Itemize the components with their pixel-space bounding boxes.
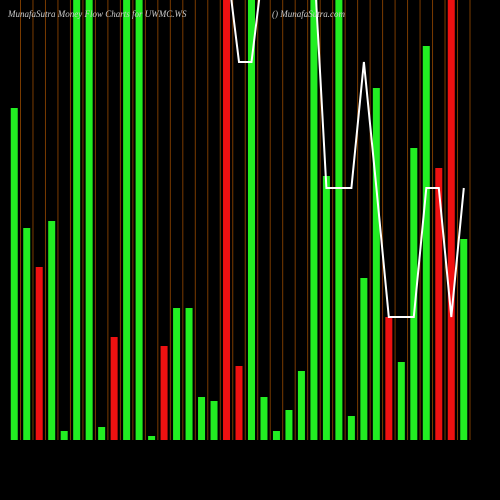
- bar: [48, 221, 56, 440]
- bar: [160, 346, 168, 440]
- bar: [85, 0, 93, 440]
- bar: [73, 0, 81, 440]
- bar: [35, 267, 43, 440]
- bar: [360, 278, 368, 440]
- bar: [173, 308, 181, 440]
- bar: [410, 148, 418, 440]
- flow-line: [230, 0, 465, 318]
- bar: [260, 397, 268, 440]
- chart-title: MunafaSutra Money Flow Charts for UWMC.W…: [7, 9, 187, 19]
- bar: [397, 362, 405, 440]
- bar: [123, 0, 131, 440]
- bar: [347, 416, 355, 440]
- bar: [460, 239, 468, 440]
- bar: [385, 317, 393, 440]
- bar: [447, 0, 455, 440]
- bar: [297, 371, 305, 440]
- bar: [310, 0, 318, 440]
- bar: [322, 176, 330, 440]
- bar: [335, 0, 343, 440]
- bar: [23, 228, 31, 440]
- bar: [223, 0, 231, 440]
- bar: [135, 0, 143, 440]
- bar: [435, 168, 443, 440]
- bar: [285, 410, 293, 440]
- bar: [422, 46, 430, 440]
- bar: [10, 108, 18, 440]
- bar: [198, 397, 206, 440]
- bar: [235, 366, 243, 440]
- bar: [272, 431, 280, 440]
- bar: [210, 401, 218, 440]
- bar: [60, 431, 68, 440]
- bar: [98, 427, 106, 440]
- bar: [110, 337, 118, 440]
- bar: [372, 88, 380, 440]
- bar: [185, 308, 193, 440]
- chart-subtitle: () MunafaSutra.com: [272, 9, 345, 19]
- bar: [148, 436, 156, 440]
- bar: [247, 0, 255, 440]
